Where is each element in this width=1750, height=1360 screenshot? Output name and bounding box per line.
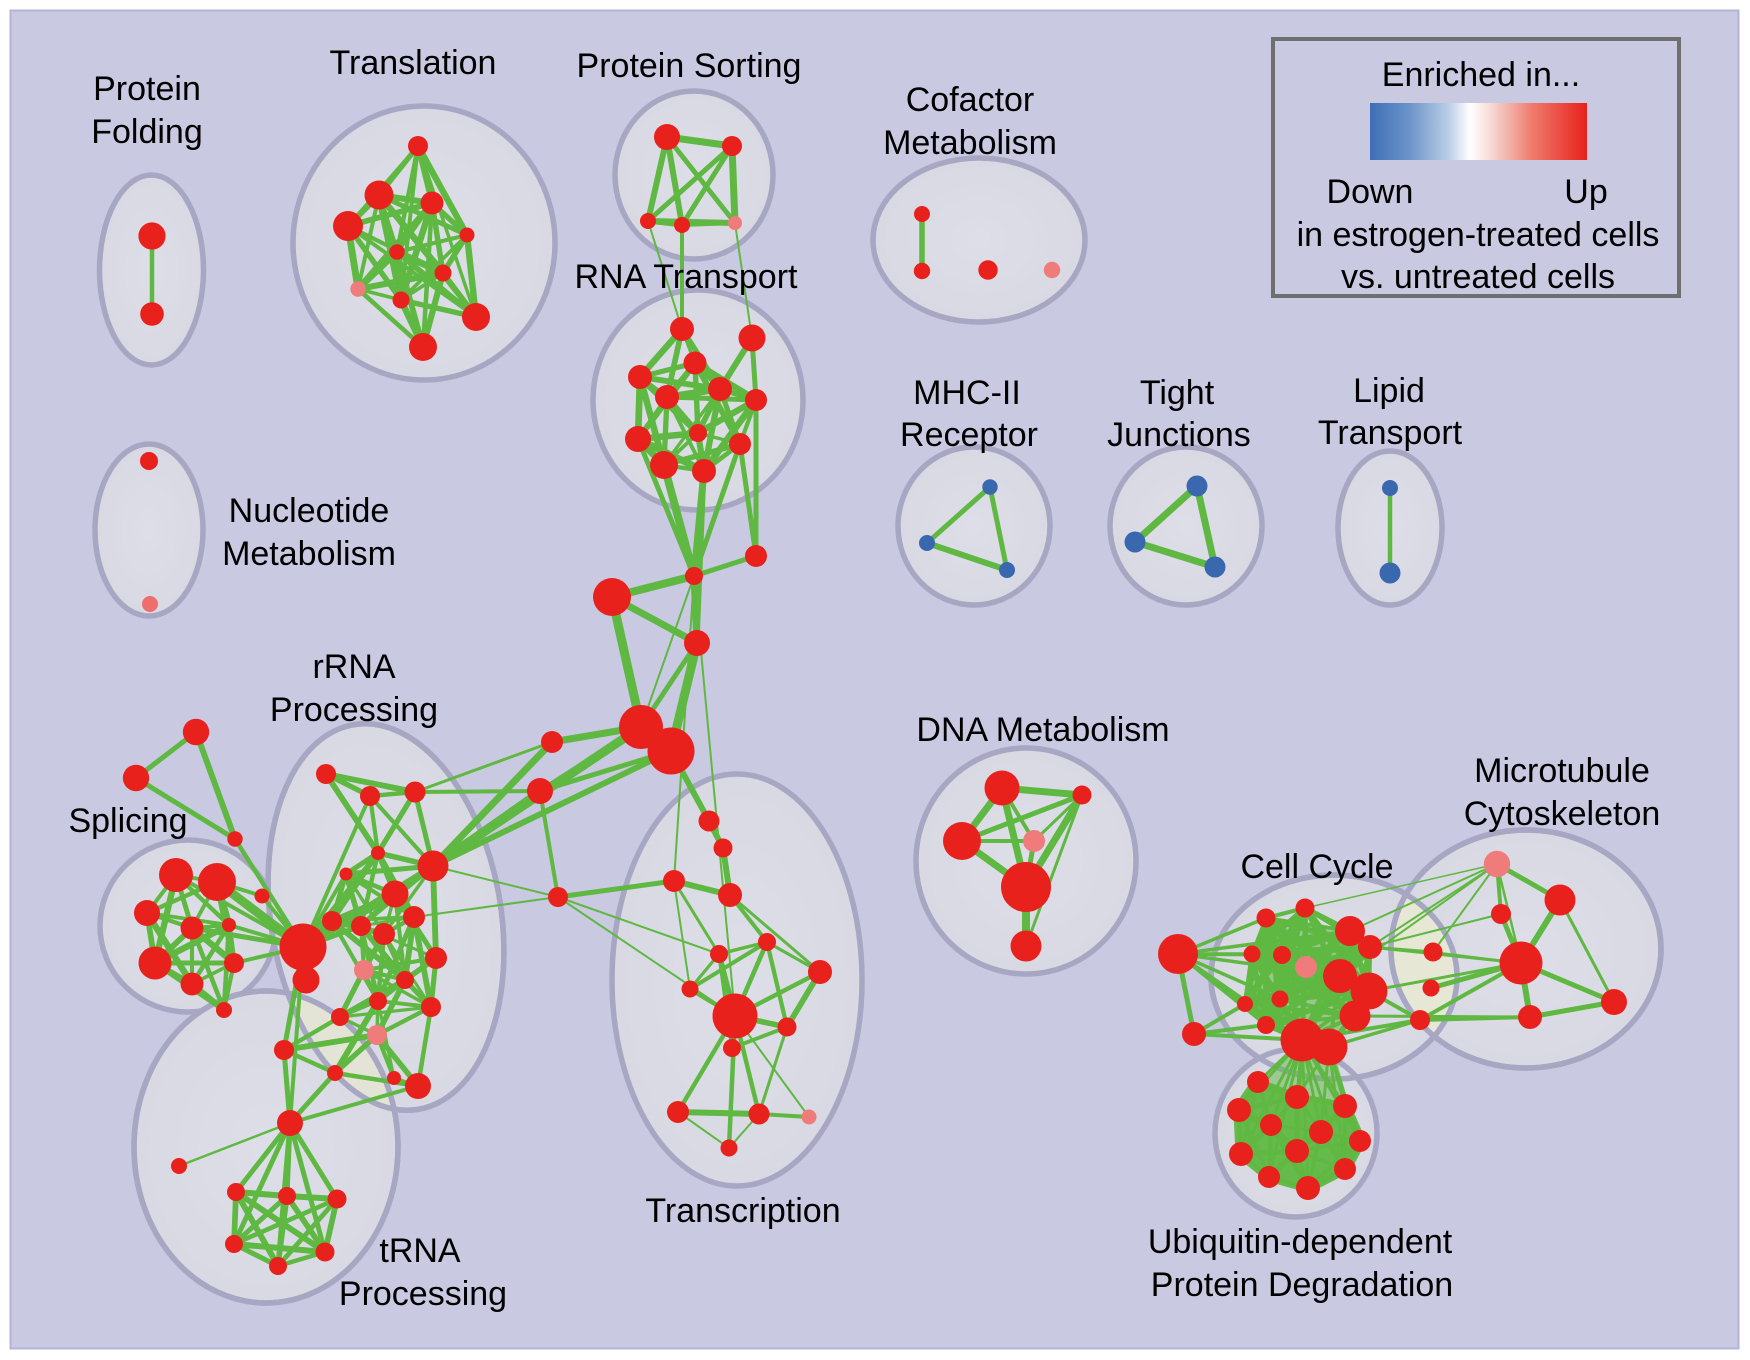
svg-text:Processing: Processing <box>270 691 438 729</box>
svg-text:Cofactor: Cofactor <box>906 81 1035 119</box>
svg-text:RNA Transport: RNA Transport <box>575 258 799 296</box>
svg-text:vs. untreated cells: vs. untreated cells <box>1341 258 1615 296</box>
svg-text:Microtubule: Microtubule <box>1474 752 1650 790</box>
svg-text:Folding: Folding <box>91 113 203 151</box>
svg-text:Cytoskeleton: Cytoskeleton <box>1464 795 1661 833</box>
svg-text:Translation: Translation <box>330 44 497 82</box>
svg-text:in estrogen-treated cells: in estrogen-treated cells <box>1297 216 1660 254</box>
svg-text:DNA Metabolism: DNA Metabolism <box>916 711 1169 749</box>
svg-text:Metabolism: Metabolism <box>222 535 396 573</box>
svg-text:Processing: Processing <box>339 1275 507 1313</box>
svg-text:Metabolism: Metabolism <box>883 124 1057 162</box>
svg-text:Protein Sorting: Protein Sorting <box>577 47 802 85</box>
svg-text:Enriched in...: Enriched in... <box>1382 56 1580 94</box>
svg-text:Up: Up <box>1564 173 1607 211</box>
svg-text:Lipid: Lipid <box>1353 372 1425 410</box>
svg-text:Protein Degradation: Protein Degradation <box>1151 1266 1453 1304</box>
svg-text:Receptor: Receptor <box>900 416 1038 454</box>
svg-text:Transport: Transport <box>1318 414 1463 452</box>
svg-text:Cell Cycle: Cell Cycle <box>1240 848 1393 886</box>
svg-text:tRNA: tRNA <box>379 1232 461 1270</box>
svg-text:Splicing: Splicing <box>68 802 187 840</box>
svg-text:Tight: Tight <box>1140 374 1215 412</box>
svg-text:Ubiquitin-dependent: Ubiquitin-dependent <box>1148 1223 1453 1261</box>
svg-text:rRNA: rRNA <box>312 648 395 686</box>
svg-text:Down: Down <box>1327 173 1414 211</box>
svg-text:Nucleotide: Nucleotide <box>229 492 390 530</box>
svg-text:Transcription: Transcription <box>645 1192 840 1230</box>
svg-text:Junctions: Junctions <box>1107 416 1251 454</box>
svg-text:MHC-II: MHC-II <box>913 374 1021 412</box>
svg-text:Protein: Protein <box>93 70 201 108</box>
